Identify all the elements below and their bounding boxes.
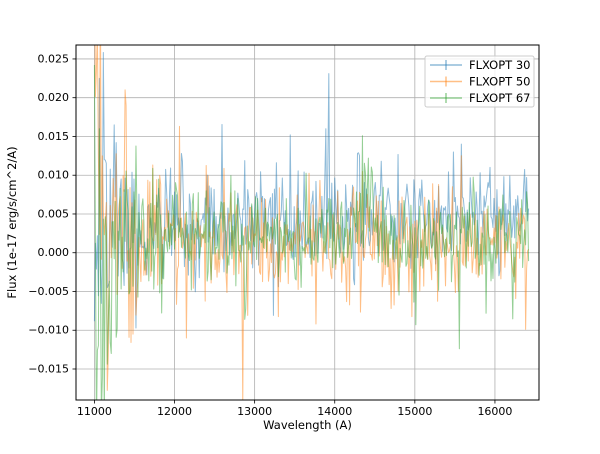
legend-label: FLXOPT 50: [469, 75, 530, 89]
series-group: [93, 45, 530, 400]
x-tick-label: 13000: [237, 405, 272, 418]
x-tick-label: 11000: [77, 405, 112, 418]
y-axis: 0.025 0.020 0.015 0.010 0.005 0.000 −0.005 −0.0…: [28, 52, 76, 375]
legend-label: FLXOPT 30: [469, 58, 530, 72]
y-tick-label: −0.015: [28, 362, 69, 375]
x-tick-label: 15000: [397, 405, 432, 418]
y-tick-label: −0.005: [28, 285, 69, 298]
axes-spines: [75, 44, 540, 401]
x-tick-label: 12000: [157, 405, 192, 418]
series-line-flxopt-67: [93, 65, 530, 400]
y-tick-label: 0.020: [38, 91, 70, 104]
y-tick-label: 0.025: [38, 52, 70, 65]
y-tick-label: 0.015: [38, 130, 70, 143]
legend-entry: FLXOPT 67: [430, 91, 530, 105]
legend-entry: FLXOPT 30: [430, 58, 530, 72]
legend: FLXOPT 30 FLXOPT 50 FLXOPT 67: [424, 55, 535, 108]
legend-box: [424, 55, 535, 108]
y-tick-label: 0.000: [38, 246, 70, 259]
x-axis: 11000 12000 13000 14000 15000 16000: [77, 400, 512, 418]
y-tick-label: −0.010: [28, 324, 69, 337]
y-tick-label: 0.005: [38, 207, 70, 220]
x-axis-label: Wavelength (A): [263, 418, 352, 432]
legend-entry: FLXOPT 50: [430, 75, 530, 89]
x-tick-label: 16000: [477, 405, 512, 418]
legend-label: FLXOPT 67: [469, 91, 530, 105]
y-tick-label: 0.010: [38, 169, 70, 182]
y-axis-label: Flux (1e-17 erg/s/cm^2/A): [5, 146, 19, 298]
x-tick-label: 14000: [317, 405, 352, 418]
